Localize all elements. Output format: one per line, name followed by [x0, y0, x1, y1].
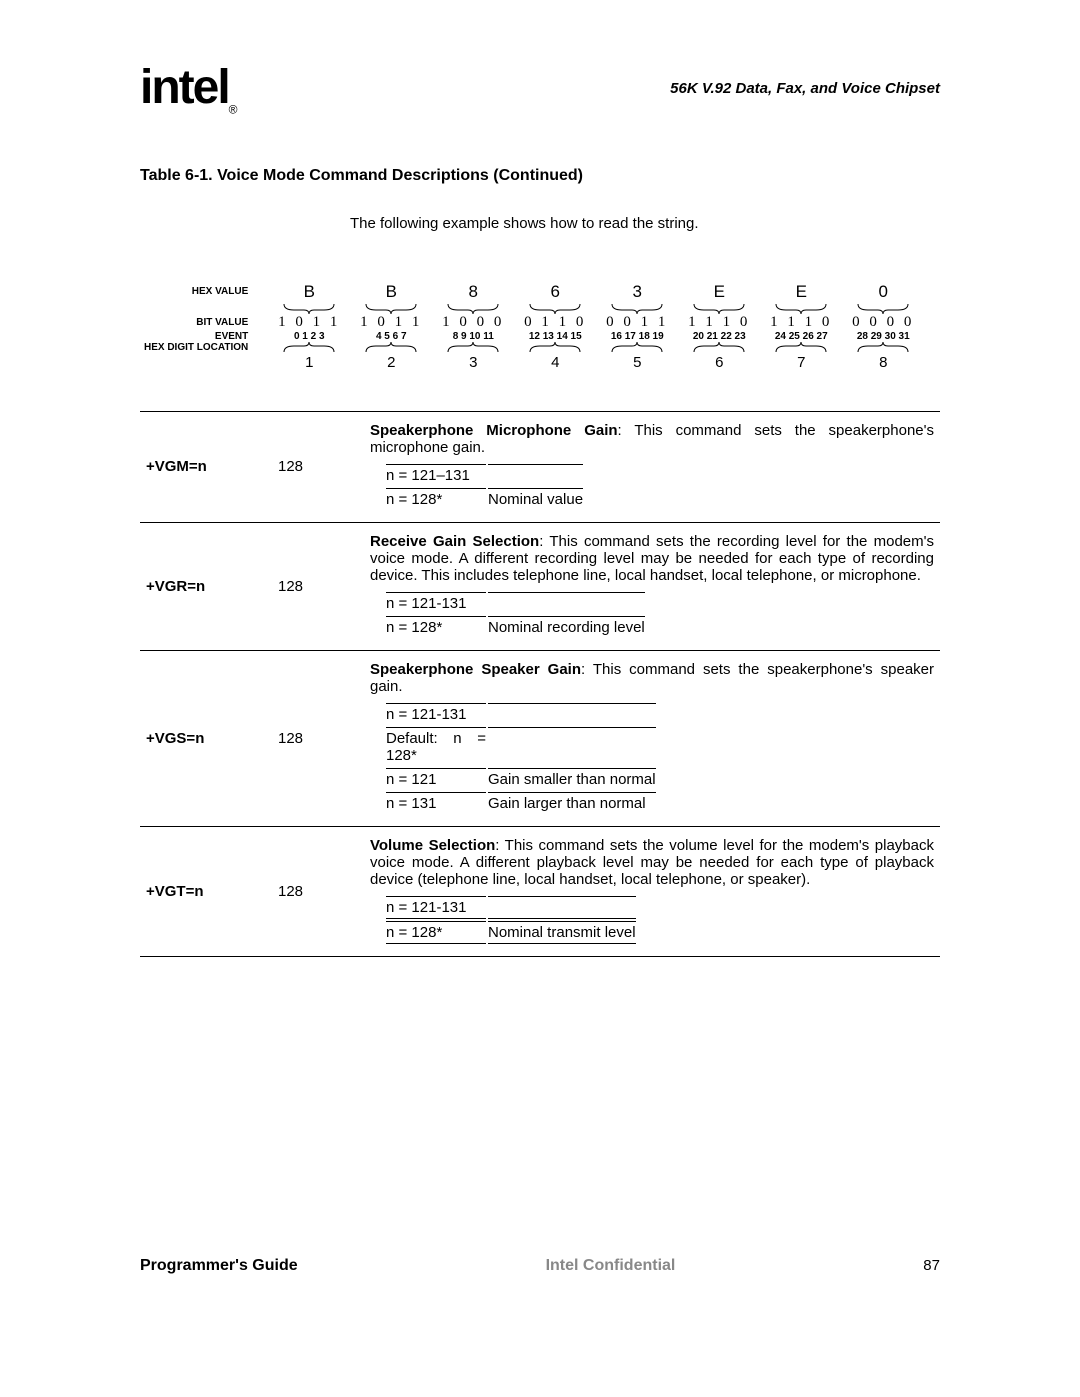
hex-value-cell: E	[678, 282, 760, 302]
brace-up-icon	[842, 342, 924, 354]
brace-down-icon	[842, 302, 924, 314]
param-key: n = 121	[386, 768, 486, 790]
bit-value-label: BIT VALUE	[140, 314, 268, 331]
brace-up-icon	[514, 342, 596, 354]
page-header: intel® 56K V.92 Data, Fax, and Voice Chi…	[140, 60, 940, 117]
hex-digit-location-label: HEX DIGIT LOCATION	[140, 342, 268, 354]
command-default-value: 128	[272, 826, 364, 956]
hex-value-cell: E	[760, 282, 842, 302]
hex-digit-location-cell: 8	[842, 354, 924, 371]
command-name: +VGT=n	[140, 826, 272, 956]
event-cell: 20 21 22 23	[678, 331, 760, 342]
command-description: Receive Gain Selection: This command set…	[364, 522, 940, 650]
hex-digit-location-cell: 1	[268, 354, 350, 371]
param-key: n = 128*	[386, 616, 486, 638]
bit-value-cell: 1 1 1 0	[678, 314, 760, 331]
brace-up-icon	[678, 342, 760, 354]
hex-value-cell: B	[350, 282, 432, 302]
intel-logo: intel®	[140, 60, 236, 117]
brace-down-icon	[678, 302, 760, 314]
param-value: Gain smaller than normal	[488, 768, 656, 790]
param-value: Nominal recording level	[488, 616, 645, 638]
brace-down-icon	[268, 302, 350, 314]
brace-down-icon	[514, 302, 596, 314]
param-key: n = 128*	[386, 488, 486, 510]
event-cell: 28 29 30 31	[842, 331, 924, 342]
hex-value-cell: 3	[596, 282, 678, 302]
footer-center: Intel Confidential	[546, 1257, 676, 1275]
param-key: n = 131	[386, 792, 486, 814]
hex-value-label: HEX VALUE	[140, 282, 268, 302]
param-value	[488, 896, 636, 919]
brace-up-icon	[596, 342, 678, 354]
param-key: n = 121–131	[386, 464, 486, 486]
brace-down-icon	[432, 302, 514, 314]
param-key: n = 128*	[386, 921, 486, 944]
command-name: +VGM=n	[140, 411, 272, 522]
command-default-value: 128	[272, 411, 364, 522]
event-cell: 12 13 14 15	[514, 331, 596, 342]
command-default-value: 128	[272, 522, 364, 650]
bit-value-cell: 1 0 1 1	[268, 314, 350, 331]
bit-value-cell: 1 0 0 0	[432, 314, 514, 331]
bit-value-cell: 0 1 1 0	[514, 314, 596, 331]
hex-digit-location-cell: 5	[596, 354, 678, 371]
hex-string-diagram: HEX VALUEBB863EE0BIT VALUE1 0 1 11 0 1 1…	[140, 282, 940, 371]
event-cell: 4 5 6 7	[350, 331, 432, 342]
hex-digit-location-cell: 4	[514, 354, 596, 371]
registered-mark: ®	[229, 103, 236, 117]
event-cell: 16 17 18 19	[596, 331, 678, 342]
logo-text: intel	[140, 61, 229, 114]
brace-down-icon	[760, 302, 842, 314]
param-value	[488, 464, 583, 486]
bit-value-cell: 1 0 1 1	[350, 314, 432, 331]
param-value: Nominal value	[488, 488, 583, 510]
param-value: Nominal transmit level	[488, 921, 636, 944]
brace-up-icon	[268, 342, 350, 354]
param-key: n = 121-131	[386, 896, 486, 919]
table-title: Table 6-1. Voice Mode Command Descriptio…	[140, 167, 940, 185]
param-value	[488, 592, 645, 614]
event-label: EVENT	[140, 331, 268, 342]
param-value	[488, 727, 656, 766]
document-title: 56K V.92 Data, Fax, and Voice Chipset	[670, 80, 940, 97]
hex-digit-location-cell: 2	[350, 354, 432, 371]
brace-down-icon	[350, 302, 432, 314]
hex-digit-location-cell: 6	[678, 354, 760, 371]
command-name: +VGR=n	[140, 522, 272, 650]
hex-digit-location-cell: 3	[432, 354, 514, 371]
command-description: Speakerphone Microphone Gain: This comma…	[364, 411, 940, 522]
param-value: Gain larger than normal	[488, 792, 656, 814]
hex-digit-location-cell: 7	[760, 354, 842, 371]
event-cell: 0 1 2 3	[268, 331, 350, 342]
footer-page-number: 87	[923, 1257, 940, 1274]
command-description: Speakerphone Speaker Gain: This command …	[364, 650, 940, 826]
hex-value-cell: B	[268, 282, 350, 302]
bit-value-cell: 0 0 1 1	[596, 314, 678, 331]
hex-value-cell: 8	[432, 282, 514, 302]
footer-left: Programmer's Guide	[140, 1257, 298, 1275]
param-key: n = 121-131	[386, 703, 486, 725]
page-footer: Programmer's Guide Intel Confidential 87	[140, 1257, 940, 1275]
brace-up-icon	[432, 342, 514, 354]
hex-value-cell: 6	[514, 282, 596, 302]
command-name: +VGS=n	[140, 650, 272, 826]
brace-up-icon	[350, 342, 432, 354]
param-key: Default: n = 128*	[386, 727, 486, 766]
event-cell: 24 25 26 27	[760, 331, 842, 342]
command-description: Volume Selection: This command sets the …	[364, 826, 940, 956]
brace-up-icon	[760, 342, 842, 354]
command-default-value: 128	[272, 650, 364, 826]
bit-value-cell: 0 0 0 0	[842, 314, 924, 331]
param-key: n = 121-131	[386, 592, 486, 614]
hex-value-cell: 0	[842, 282, 924, 302]
bit-value-cell: 1 1 1 0	[760, 314, 842, 331]
brace-down-icon	[596, 302, 678, 314]
param-value	[488, 703, 656, 725]
command-descriptions-table: +VGM=n128Speakerphone Microphone Gain: T…	[140, 411, 940, 957]
event-cell: 8 9 10 11	[432, 331, 514, 342]
intro-text: The following example shows how to read …	[350, 215, 940, 232]
